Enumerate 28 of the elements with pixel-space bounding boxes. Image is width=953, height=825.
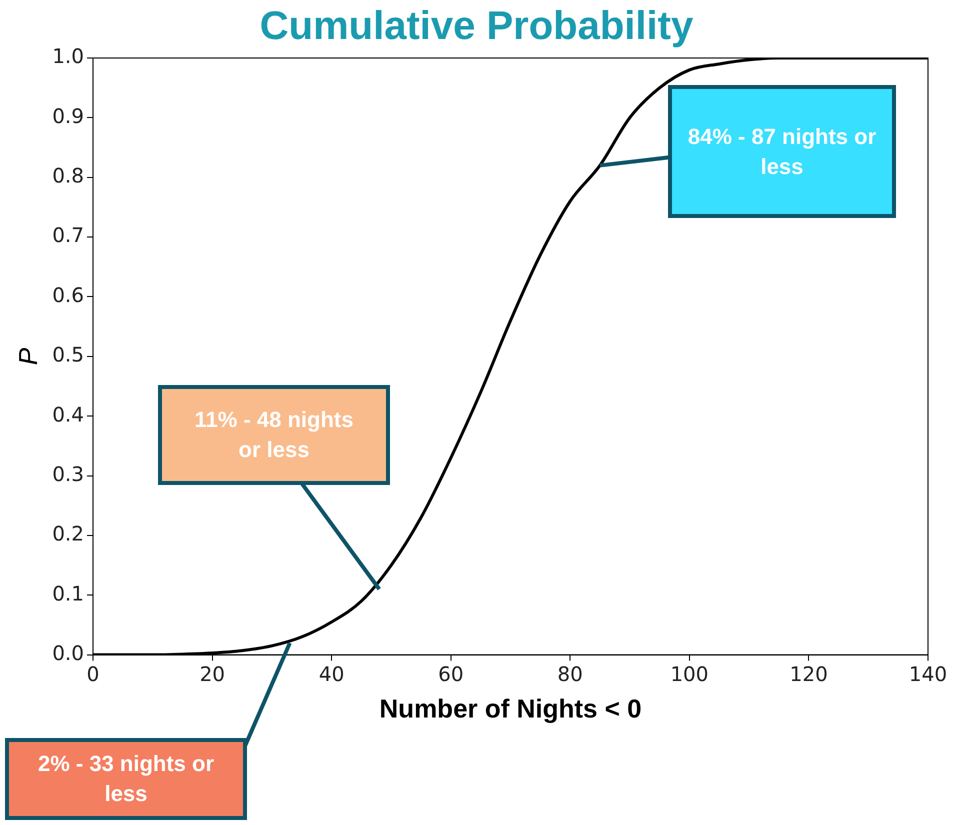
annotation: 11% - 48 nights or less — [194, 406, 354, 464]
x-tick-label: 80 — [557, 662, 583, 686]
callout-box: 11% - 48 nights or less — [158, 385, 390, 485]
x-tick-label: 20 — [200, 662, 226, 686]
x-tick-label: 120 — [790, 662, 828, 686]
y-tick-label: 0.3 — [52, 462, 84, 486]
annotation: 2% - 33 nights or less — [36, 750, 216, 808]
y-tick-label: 0.2 — [52, 522, 84, 546]
x-tick-label: 40 — [318, 662, 344, 686]
y-tick-label: 0.7 — [52, 223, 84, 248]
x-tick-label: 100 — [670, 662, 709, 686]
y-tick-label: 0.6 — [52, 282, 84, 307]
y-tick-label: 0.0 — [52, 641, 84, 666]
x-tick-label: 60 — [438, 662, 464, 686]
callout-box: 84% - 87 nights or less — [668, 85, 896, 218]
chart-title: Cumulative Probability — [260, 4, 694, 48]
y-tick-label: 1.0 — [52, 44, 84, 68]
y-axis-title: P — [12, 347, 43, 366]
y-tick-label: 0.8 — [52, 164, 84, 188]
y-tick-label: 0.9 — [52, 104, 84, 128]
x-tick-label: 140 — [908, 662, 948, 686]
y-tick-label: 0.4 — [52, 402, 84, 426]
y-tick-label: 0.5 — [52, 342, 84, 367]
x-tick-label: 0 — [86, 662, 100, 686]
callout-box: 2% - 33 nights or less — [5, 738, 247, 820]
y-tick-label: 0.1 — [52, 581, 84, 606]
annotation: 84% - 87 nights or less — [687, 122, 877, 180]
x-axis-title: Number of Nights < 0 — [379, 694, 642, 724]
